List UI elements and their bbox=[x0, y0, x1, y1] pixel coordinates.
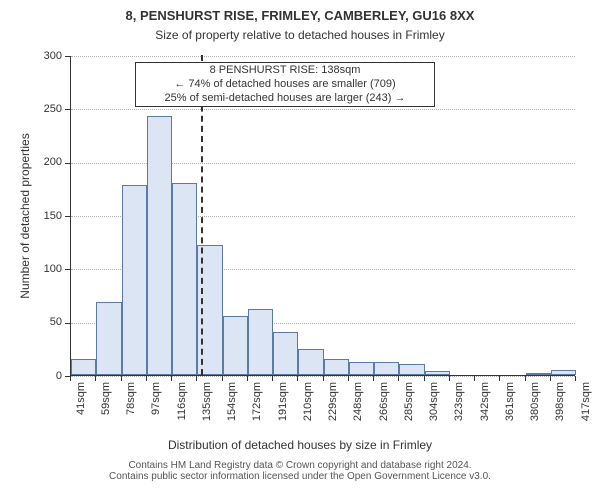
ytick-mark bbox=[65, 323, 70, 324]
chart-subtitle: Size of property relative to detached ho… bbox=[0, 28, 600, 42]
xtick-mark bbox=[575, 376, 576, 381]
xtick-label: 323sqm bbox=[453, 382, 465, 432]
xtick-label: 135sqm bbox=[201, 382, 213, 432]
xtick-label: 342sqm bbox=[479, 382, 491, 432]
xtick-label: 304sqm bbox=[428, 382, 440, 432]
x-axis-label: Distribution of detached houses by size … bbox=[0, 438, 600, 452]
footer-line-1: Contains HM Land Registry data © Crown c… bbox=[0, 460, 600, 471]
xtick-label: 59sqm bbox=[100, 382, 112, 432]
ytick-mark bbox=[65, 269, 70, 270]
xtick-mark bbox=[449, 376, 450, 381]
xtick-label: 191sqm bbox=[277, 382, 289, 432]
histogram-bar bbox=[298, 349, 323, 375]
xtick-mark bbox=[222, 376, 223, 381]
xtick-mark bbox=[373, 376, 374, 381]
ytick-mark bbox=[65, 56, 70, 57]
xtick-mark bbox=[424, 376, 425, 381]
xtick-label: 248sqm bbox=[352, 382, 364, 432]
histogram-bar bbox=[324, 359, 349, 375]
xtick-mark bbox=[121, 376, 122, 381]
xtick-label: 210sqm bbox=[302, 382, 314, 432]
ytick-label: 300 bbox=[30, 50, 62, 62]
xtick-label: 266sqm bbox=[378, 382, 390, 432]
histogram-bar bbox=[172, 183, 197, 375]
xtick-mark bbox=[95, 376, 96, 381]
chart-title: 8, PENSHURST RISE, FRIMLEY, CAMBERLEY, G… bbox=[0, 8, 600, 23]
xtick-label: 417sqm bbox=[580, 382, 592, 432]
xtick-mark bbox=[171, 376, 172, 381]
footer-attribution: Contains HM Land Registry data © Crown c… bbox=[0, 460, 600, 482]
histogram-bar bbox=[223, 316, 248, 375]
histogram-bar bbox=[122, 185, 147, 375]
xtick-label: 41sqm bbox=[75, 382, 87, 432]
ytick-mark bbox=[65, 163, 70, 164]
ytick-label: 100 bbox=[30, 263, 62, 275]
property-info-box: 8 PENSHURST RISE: 138sqm← 74% of detache… bbox=[135, 62, 435, 107]
xtick-label: 398sqm bbox=[554, 382, 566, 432]
xtick-label: 172sqm bbox=[251, 382, 263, 432]
xtick-mark bbox=[398, 376, 399, 381]
xtick-label: 380sqm bbox=[529, 382, 541, 432]
histogram-bar bbox=[526, 373, 551, 375]
histogram-bar bbox=[147, 116, 172, 375]
histogram-bar bbox=[248, 309, 273, 375]
xtick-mark bbox=[247, 376, 248, 381]
xtick-mark bbox=[146, 376, 147, 381]
xtick-mark bbox=[70, 376, 71, 381]
xtick-label: 285sqm bbox=[403, 382, 415, 432]
gridline-h bbox=[71, 109, 575, 110]
ytick-label: 200 bbox=[30, 156, 62, 168]
xtick-label: 78sqm bbox=[125, 382, 137, 432]
xtick-label: 97sqm bbox=[150, 382, 162, 432]
xtick-mark bbox=[196, 376, 197, 381]
xtick-mark bbox=[297, 376, 298, 381]
histogram-bar bbox=[96, 302, 121, 375]
infobox-line1: 8 PENSHURST RISE: 138sqm bbox=[140, 64, 430, 78]
xtick-mark bbox=[348, 376, 349, 381]
xtick-label: 116sqm bbox=[176, 382, 188, 432]
histogram-bar bbox=[374, 362, 399, 375]
chart-container: { "title": "8, PENSHURST RISE, FRIMLEY, … bbox=[0, 0, 600, 500]
histogram-bar bbox=[425, 371, 450, 375]
xtick-mark bbox=[323, 376, 324, 381]
gridline-h bbox=[71, 56, 575, 57]
xtick-label: 154sqm bbox=[226, 382, 238, 432]
histogram-bar bbox=[349, 362, 374, 375]
infobox-line2: ← 74% of detached houses are smaller (70… bbox=[140, 78, 430, 92]
xtick-label: 361sqm bbox=[504, 382, 516, 432]
ytick-label: 50 bbox=[30, 316, 62, 328]
histogram-bar bbox=[399, 364, 424, 375]
xtick-mark bbox=[499, 376, 500, 381]
xtick-mark bbox=[474, 376, 475, 381]
ytick-label: 0 bbox=[30, 370, 62, 382]
xtick-label: 229sqm bbox=[327, 382, 339, 432]
ytick-label: 150 bbox=[30, 210, 62, 222]
xtick-mark bbox=[550, 376, 551, 381]
ytick-label: 250 bbox=[30, 103, 62, 115]
infobox-line3: 25% of semi-detached houses are larger (… bbox=[140, 92, 430, 106]
footer-line-2: Contains public sector information licen… bbox=[0, 471, 600, 482]
histogram-bar bbox=[71, 359, 96, 375]
xtick-mark bbox=[272, 376, 273, 381]
ytick-mark bbox=[65, 216, 70, 217]
ytick-mark bbox=[65, 109, 70, 110]
histogram-bar bbox=[551, 370, 576, 375]
xtick-mark bbox=[525, 376, 526, 381]
histogram-bar bbox=[273, 332, 298, 375]
